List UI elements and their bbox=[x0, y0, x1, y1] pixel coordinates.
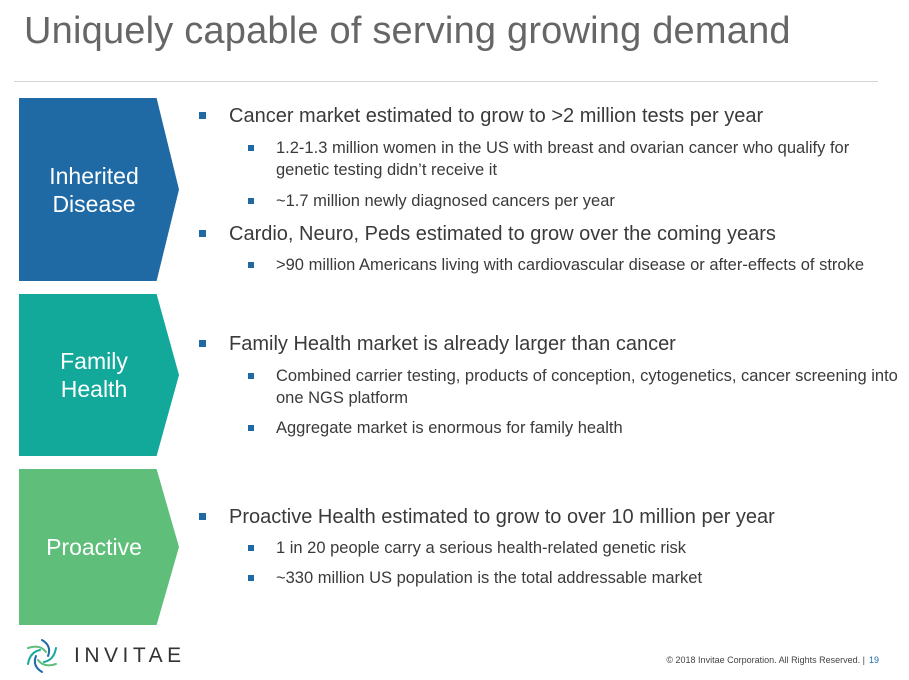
sub-bullet-text: Aggregate market is enormous for family … bbox=[276, 419, 623, 437]
bullet-text: Cardio, Neuro, Peds estimated to grow ov… bbox=[229, 223, 776, 245]
sub-bullet-genetic-risk: 1 in 20 people carry a serious health-re… bbox=[248, 537, 898, 559]
chevron-label: Inherited Disease bbox=[49, 162, 139, 217]
chevron-family-health: Family Health bbox=[19, 294, 179, 456]
sub-bullet-text: 1 in 20 people carry a serious health-re… bbox=[276, 539, 686, 557]
slide-title: Uniquely capable of serving growing dema… bbox=[24, 10, 791, 52]
sub-bullet-text: >90 million Americans living with cardio… bbox=[276, 256, 864, 274]
sub-bullet-text: ~1.7 million newly diagnosed cancers per… bbox=[276, 192, 615, 210]
chevron-label: Family Health bbox=[60, 348, 128, 402]
logo-wordmark: INVITAE bbox=[74, 644, 186, 667]
sub-bullet-newly-diagnosed: ~1.7 million newly diagnosed cancers per… bbox=[248, 190, 898, 212]
sub-bullet-addressable-market: ~330 million US population is the total … bbox=[248, 567, 898, 589]
sub-bullet-women-testing: 1.2-1.3 million women in the US with bre… bbox=[248, 137, 898, 181]
sub-bullet-aggregate-market: Aggregate market is enormous for family … bbox=[248, 417, 898, 439]
sub-bullet-text: Combined carrier testing, products of co… bbox=[276, 367, 898, 407]
bullet-text: Family Health market is already larger t… bbox=[229, 333, 676, 355]
sub-bullet-text: ~330 million US population is the total … bbox=[276, 569, 703, 587]
sub-bullet-combined-testing: Combined carrier testing, products of co… bbox=[248, 365, 898, 409]
footer-copyright: © 2018 Invitae Corporation. All Rights R… bbox=[666, 655, 879, 665]
chevron-proactive: Proactive bbox=[19, 469, 179, 625]
sub-bullet-text: 1.2-1.3 million women in the US with bre… bbox=[276, 139, 850, 179]
title-divider bbox=[14, 81, 878, 82]
chevron-inherited-disease: Inherited Disease bbox=[19, 98, 179, 281]
page-number: 19 bbox=[868, 655, 879, 665]
invitae-logo: INVITAE bbox=[22, 636, 186, 676]
bullet-text: Cancer market estimated to grow to >2 mi… bbox=[229, 105, 764, 127]
copyright-text: © 2018 Invitae Corporation. All Rights R… bbox=[666, 655, 865, 665]
sub-bullet-cardiovascular: >90 million Americans living with cardio… bbox=[248, 254, 898, 276]
chevron-label: Proactive bbox=[46, 534, 142, 560]
invitae-swirl-icon bbox=[27, 639, 57, 673]
bullet-text: Proactive Health estimated to grow to ov… bbox=[229, 506, 775, 528]
